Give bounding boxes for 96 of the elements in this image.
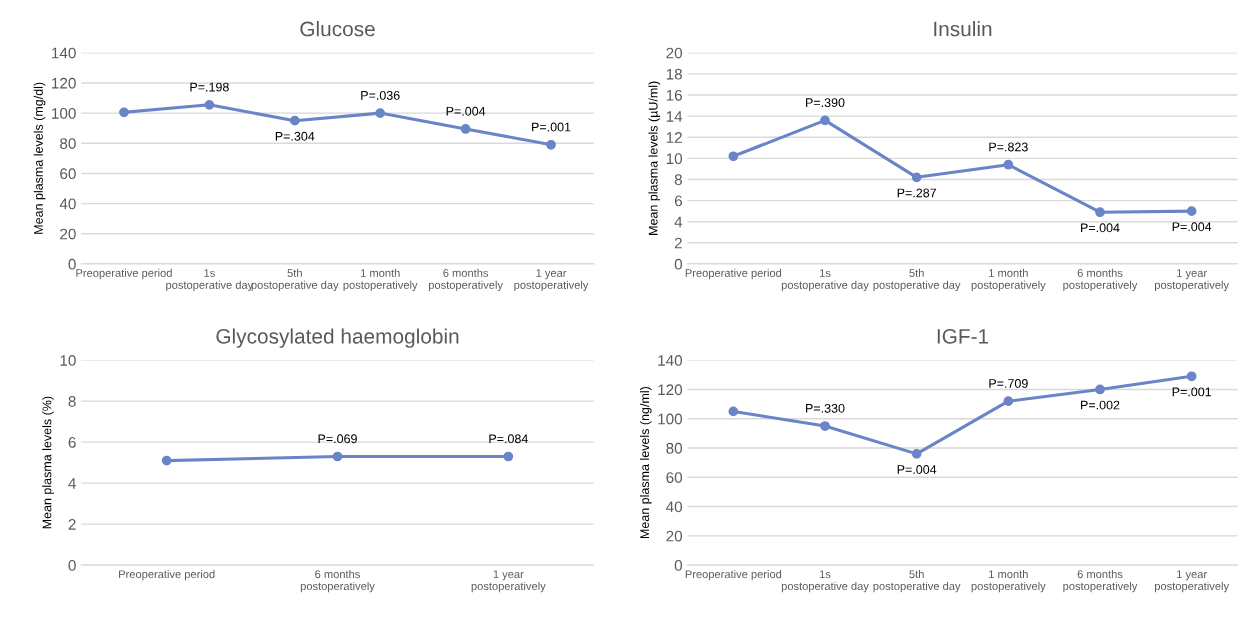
y-tick-label: 0 [68,559,76,571]
x-tick-label: 1 month postoperatively [343,268,418,292]
y-tick-label: 40 [59,198,76,210]
point [820,421,830,431]
y-tick-label: 20 [666,47,683,59]
annotation: P=.002 [1081,400,1120,410]
x-tick-label: Preoperative period [76,268,172,280]
annotation: P=.287 [897,188,937,198]
annotation: P=.304 [275,131,315,141]
annotation: P=.004 [446,106,486,116]
y-tick-label: 100 [658,413,683,425]
annotation: P=.069 [318,434,357,444]
y-tick-label: 0 [674,559,683,571]
y-tick-label: 60 [666,472,683,483]
point [911,172,922,183]
point [1003,159,1014,170]
x-tick-label: 1 year postoperatively [1155,570,1230,593]
y-tick-label: 20 [60,228,76,240]
point [1095,384,1105,395]
annotation: P=.823 [989,142,1028,152]
y-tick-label: 100 [52,107,76,119]
y-tick-label: 10 [60,355,76,366]
point [289,115,300,126]
y-tick-label: 10 [666,153,683,165]
y-axis-title: Mean plasma levels (µU/ml) [648,81,661,235]
point [119,107,129,118]
point [1003,396,1014,407]
point [546,139,556,150]
y-tick-label: 80 [60,138,76,149]
y-tick-label: 12 [666,132,682,143]
chart-title: Glycosylated haemoglobin [216,328,459,348]
y-tick-label: 2 [68,518,76,530]
y-tick-label: 18 [666,68,682,80]
y-axis-title: Mean plasma levels (%) [42,396,54,529]
point [204,99,215,110]
x-tick-label: 5th postoperative day [873,268,961,292]
y-tick-label: 2 [674,237,682,249]
chart-title: Glucose [300,21,375,37]
point [1186,206,1197,217]
point [728,406,739,417]
annotation: P=.004 [1081,223,1120,233]
x-tick-label: 1s postoperative day [781,269,869,292]
y-tick-label: 8 [68,396,76,407]
y-tick-label: 60 [60,168,76,180]
y-tick-label: 4 [674,216,683,228]
point [375,108,386,118]
annotation: P=.709 [989,379,1028,388]
x-tick-label: 6 months postoperatively [1063,268,1138,292]
y-tick-label: 40 [666,501,683,513]
point [911,449,922,459]
x-tick-label: 1 month postoperatively [971,268,1046,292]
y-tick-label: 20 [666,530,683,542]
x-tick-label: Preoperative period [119,569,215,581]
annotation: P=.198 [190,82,229,92]
y-tick-label: 80 [666,442,683,454]
x-tick-label: 6 months postoperatively [428,268,503,292]
annotation: P=.390 [806,98,845,108]
point [1186,371,1197,382]
y-tick-label: 6 [674,195,682,207]
annotation: P=.001 [1172,387,1212,397]
x-tick-label: 1 year postoperatively [514,269,589,292]
point [820,115,830,126]
y-tick-label: 16 [666,89,682,101]
y-axis-title: Mean plasma levels (ng/ml) [639,387,652,539]
x-tick-label: 1s postoperative day [781,570,869,593]
annotation: P=.036 [361,90,400,100]
point [1095,207,1105,218]
x-tick-label: 1 year postoperatively [471,570,546,593]
x-tick-label: 1 year postoperatively [1155,269,1230,292]
y-tick-label: 0 [68,258,76,270]
y-tick-label: 140 [658,355,683,366]
point [728,151,739,162]
point [460,124,471,134]
annotation: P=.001 [532,122,571,132]
x-tick-label: 6 months postoperatively [1063,569,1138,593]
chart-title: IGF-1 [937,328,989,344]
annotation: P=.004 [897,465,937,474]
y-axis-title: Mean plasma levels (mg/dl) [33,82,46,234]
x-tick-label: Preoperative period [685,569,782,581]
x-tick-label: 5th postoperative day [251,268,339,292]
y-tick-label: 8 [674,174,682,186]
annotation: P=.004 [1172,222,1212,232]
y-tick-label: 0 [674,258,683,270]
x-tick-label: 6 months postoperatively [300,569,375,593]
annotation: P=.330 [806,403,845,413]
y-tick-label: 120 [52,77,76,89]
annotation: P=.084 [489,434,528,444]
y-tick-label: 140 [52,47,76,59]
x-tick-label: Preoperative period [685,268,782,280]
y-tick-label: 6 [68,437,76,448]
chart-title: Insulin [934,21,992,37]
y-tick-label: 14 [666,111,683,122]
y-tick-label: 120 [658,384,683,396]
x-tick-label: 5th postoperative day [873,569,961,593]
x-tick-label: 1 month postoperatively [971,569,1046,593]
y-tick-label: 4 [68,478,76,489]
